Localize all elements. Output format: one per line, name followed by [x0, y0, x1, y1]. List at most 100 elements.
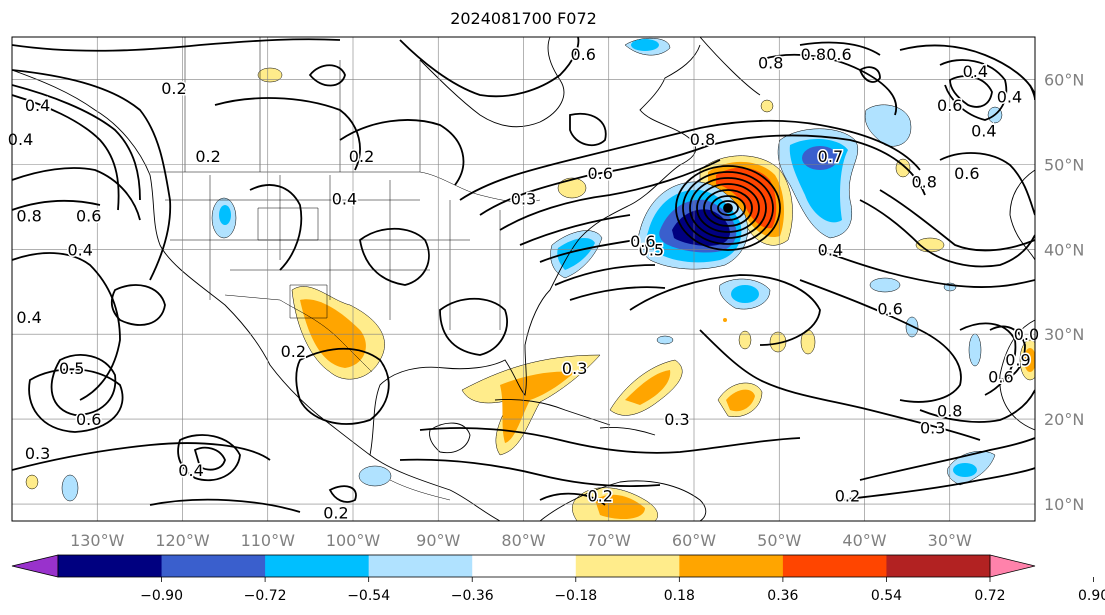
- map-title: 2024081700 F072: [450, 9, 597, 28]
- contour-label: 0.6: [937, 96, 962, 115]
- contour-line: [899, 44, 1035, 96]
- contour-line: [339, 119, 465, 186]
- colorbar-tick-label: −0.54: [347, 588, 390, 604]
- contour-line: [12, 199, 101, 211]
- map-frame: [11, 36, 1036, 522]
- coastline-pacific: [12, 69, 501, 521]
- contour-label: 0.2: [161, 79, 186, 98]
- colorbar-tick-label: −0.18: [554, 588, 597, 604]
- longitude-labels: 130°W 120°W 110°W 100°W 90°W 80°W 70°W 60°W 50°W…: [70, 531, 972, 550]
- longitude-tick-label: 100°W: [326, 531, 381, 550]
- latitude-tick-label: 30°N: [1044, 325, 1084, 344]
- contour-line: [12, 167, 141, 221]
- colorbar-segment: [679, 555, 784, 577]
- contour-line: [858, 66, 881, 83]
- contour-label: 0.6: [587, 164, 612, 183]
- contour-line: [12, 442, 271, 471]
- contour-line: [699, 329, 981, 441]
- colorbar-segment: [265, 555, 370, 577]
- coastline-yucatan: [429, 422, 471, 454]
- colorbar-tick-label: −0.90: [140, 588, 183, 604]
- longitude-tick-label: 50°W: [757, 531, 801, 550]
- contour-label: 0.6: [954, 164, 979, 183]
- contour-label: 0.8: [911, 172, 936, 191]
- central-america: [389, 479, 451, 501]
- coastline-cuba: [494, 399, 611, 426]
- coastline-hudson: [419, 37, 565, 128]
- colorbar-tick-label: −0.36: [451, 588, 494, 604]
- coastline-gulf-atlantic: [369, 44, 701, 456]
- contour-line: [399, 37, 580, 98]
- negative-anomaly-region: [802, 146, 838, 170]
- state-lines: [165, 175, 501, 330]
- contour-line: [499, 159, 721, 231]
- contour-line: [939, 59, 1008, 121]
- contour-line: [359, 227, 430, 286]
- positive-anomaly-region: [726, 389, 755, 412]
- contour-line: [419, 427, 801, 454]
- contour-line: [839, 467, 1035, 501]
- positive-anomaly-region: [500, 371, 575, 443]
- contour-line: [50, 354, 117, 416]
- contour-label: 0.9: [1005, 351, 1030, 370]
- contour-label: 0.0: [1014, 325, 1039, 344]
- contour-label: 0.3: [25, 444, 50, 463]
- colorbar-segment: [782, 555, 887, 577]
- positive-anomaly-region: [25, 474, 39, 490]
- contour-line: [214, 97, 361, 171]
- positive-anomaly-region: [1024, 348, 1035, 372]
- colorbar-segment: [886, 555, 991, 577]
- coastline-hispaniola: [599, 427, 656, 436]
- contour-line: [819, 249, 1035, 288]
- longitude-tick-label: 110°W: [241, 531, 296, 550]
- contour-label: 0.6: [630, 232, 655, 251]
- contour-label: 0.2: [349, 147, 374, 166]
- negative-anomaly-region: [219, 205, 231, 225]
- contour-label: 0.3: [511, 189, 536, 208]
- colorbar-tick-label: 0.72: [974, 588, 1005, 604]
- contour-line: [439, 297, 508, 356]
- coastline-europe: [1009, 169, 1035, 261]
- colorbar-tick-label: 0.90: [1078, 588, 1105, 604]
- contour-label: 0.6: [826, 45, 851, 64]
- contour-line: [879, 189, 1035, 252]
- contour-line: [629, 274, 821, 346]
- latitude-tick-label: 50°N: [1044, 155, 1084, 174]
- negative-anomaly-region: [656, 335, 674, 345]
- contour-label: 0.5: [639, 240, 664, 259]
- contour-line: [479, 134, 926, 216]
- contour-label: 0.4: [16, 308, 41, 327]
- contour-label: 0.4: [8, 130, 33, 149]
- contour-line: [308, 64, 346, 87]
- us-canada-border: [150, 171, 541, 203]
- contour-label: 0.2: [195, 147, 220, 166]
- longitude-tick-label: 60°W: [672, 531, 716, 550]
- longitude-tick-label: 80°W: [501, 531, 545, 550]
- storm-center: [723, 203, 733, 213]
- contour-label: 0.8: [801, 45, 826, 64]
- longitude-tick-label: 70°W: [587, 531, 631, 550]
- contour-line: [859, 437, 1035, 481]
- longitude-tick-label: 40°W: [842, 531, 886, 550]
- colorbar-segment: [472, 555, 577, 577]
- contour-line: [539, 492, 606, 506]
- contour-line: [110, 284, 166, 326]
- contour-line: [295, 347, 390, 425]
- contour-label: 0.2: [587, 487, 612, 506]
- contour-line: [959, 322, 1017, 396]
- contour-line: [519, 214, 631, 246]
- contour-label: 0.3: [664, 410, 689, 429]
- contour-label: 0.2: [835, 487, 860, 506]
- negative-anomaly-region: [869, 277, 901, 293]
- longitude-tick-label: 130°W: [70, 531, 125, 550]
- colorbar-segment: [161, 555, 266, 577]
- contour-label: 0.4: [25, 96, 50, 115]
- positive-anomaly-region: [257, 67, 283, 83]
- contour-line: [12, 84, 141, 201]
- storm-contour: [696, 183, 760, 233]
- contour-line: [799, 41, 881, 56]
- contour-label: 0.4: [67, 240, 92, 259]
- contour-label: 0.2: [323, 504, 348, 523]
- coastlines: [12, 37, 1035, 521]
- positive-anomaly-region: [625, 370, 671, 405]
